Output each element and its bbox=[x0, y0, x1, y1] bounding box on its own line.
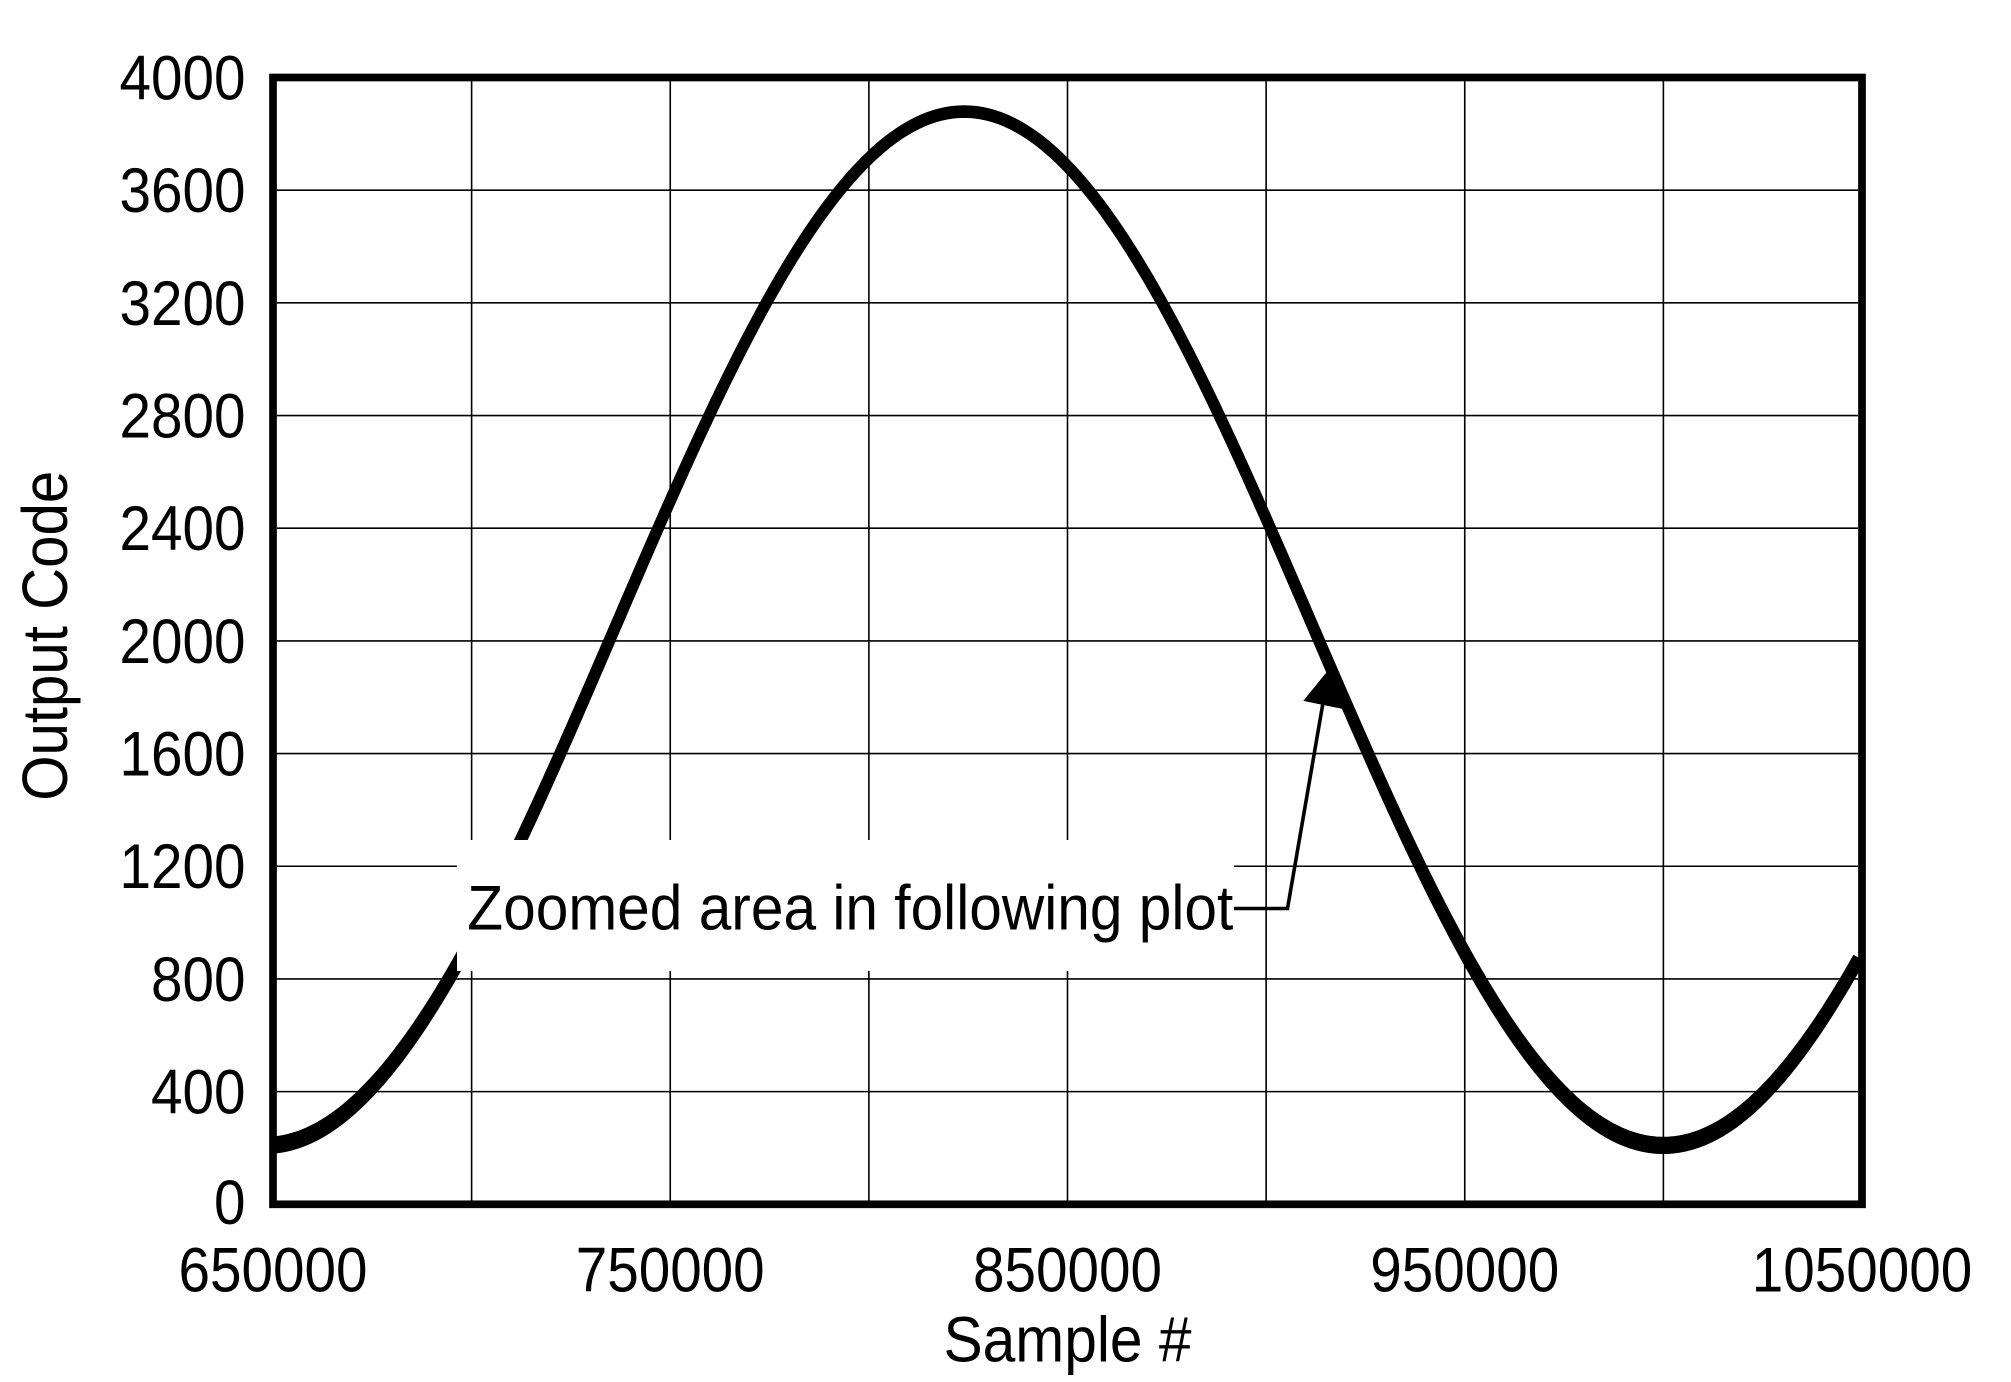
svg-text:750000: 750000 bbox=[576, 1236, 765, 1306]
svg-text:1600: 1600 bbox=[120, 720, 246, 790]
svg-text:Zoomed area in following plot: Zoomed area in following plot bbox=[467, 874, 1233, 944]
svg-text:Sample #: Sample # bbox=[944, 1303, 1192, 1375]
svg-text:Output Code: Output Code bbox=[9, 471, 81, 801]
svg-text:1050000: 1050000 bbox=[1752, 1236, 1973, 1306]
svg-text:400: 400 bbox=[151, 1058, 246, 1128]
svg-text:650000: 650000 bbox=[179, 1236, 368, 1306]
svg-text:2400: 2400 bbox=[120, 494, 246, 564]
svg-text:0: 0 bbox=[214, 1168, 246, 1238]
svg-text:4000: 4000 bbox=[120, 43, 246, 113]
svg-text:3200: 3200 bbox=[120, 269, 246, 339]
svg-text:1200: 1200 bbox=[120, 832, 246, 902]
svg-text:950000: 950000 bbox=[1370, 1236, 1559, 1306]
svg-text:2800: 2800 bbox=[120, 381, 246, 451]
svg-text:2000: 2000 bbox=[120, 607, 246, 677]
svg-text:850000: 850000 bbox=[973, 1236, 1162, 1306]
svg-text:800: 800 bbox=[151, 945, 246, 1015]
svg-text:3600: 3600 bbox=[120, 156, 246, 226]
